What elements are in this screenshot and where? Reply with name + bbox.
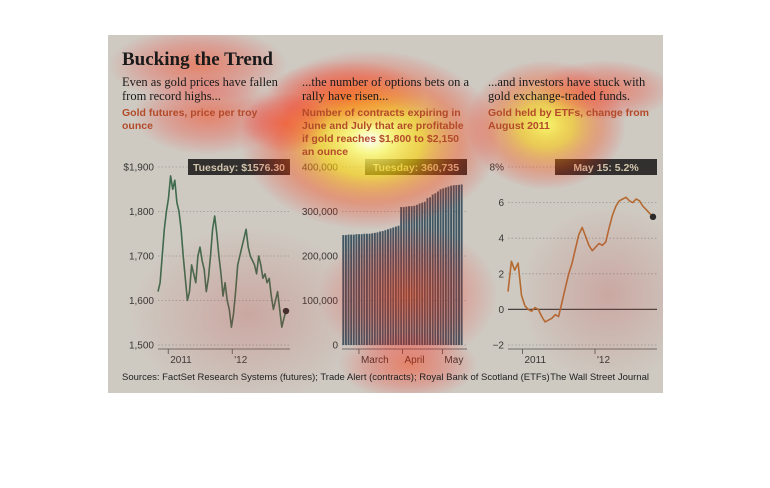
bar	[423, 201, 426, 345]
bar	[415, 204, 418, 345]
bar	[410, 206, 413, 345]
bar	[397, 225, 400, 345]
y-tick-label: 200,000	[302, 252, 339, 263]
y-tick-label: $1,900	[123, 163, 154, 174]
series-line	[507, 196, 654, 323]
bar	[434, 193, 437, 345]
bar	[384, 230, 387, 345]
bar	[379, 231, 382, 345]
y-tick-label: 0	[332, 341, 338, 352]
bar	[439, 189, 442, 345]
y-tick-label: 6	[498, 198, 504, 209]
bar	[450, 185, 453, 345]
value-callout-label: May 15: 5.2%	[573, 162, 639, 174]
bar	[460, 184, 463, 345]
bar	[389, 228, 392, 345]
bar	[376, 232, 379, 345]
x-tick-label: 2011	[170, 355, 192, 366]
y-tick-label: 2	[498, 269, 504, 280]
y-tick-label: 0	[498, 305, 504, 316]
panel-3-subtitle: Gold held by ETFs, change from August 20…	[488, 107, 650, 132]
bar	[444, 187, 447, 345]
bar	[408, 206, 410, 345]
y-tick-label: −2	[493, 341, 505, 352]
bar	[344, 235, 347, 345]
end-point-marker	[282, 307, 290, 315]
y-tick-label: 1,600	[129, 296, 154, 307]
panel-2-subtitle: Number of contracts expiring in June and…	[302, 107, 464, 158]
bar	[426, 198, 429, 345]
bar	[458, 184, 460, 345]
chart-panel-3: −2 0 2 4 6 8% 2011 '12 May 15: 5.2%	[490, 159, 657, 366]
bar	[368, 233, 371, 345]
panel-1-lead: Even as gold prices have fallen from rec…	[122, 75, 278, 103]
bar	[431, 194, 434, 345]
bar	[394, 226, 397, 345]
bar	[342, 235, 345, 345]
bar	[447, 186, 450, 345]
y-tick-label: 8%	[490, 163, 505, 174]
y-tick-label: 300,000	[302, 207, 339, 218]
y-tick-label: 100,000	[302, 296, 339, 307]
bar	[381, 231, 384, 345]
x-tick-label: '12	[597, 355, 610, 366]
bar	[371, 233, 374, 345]
bar	[442, 188, 445, 345]
bar	[429, 197, 432, 345]
chart-panel-1: 1,500 1,600 1,700 1,800 $1,900 2011 '12 Tuesday…	[123, 159, 290, 366]
y-tick-label: 1,700	[129, 252, 154, 263]
x-tick-label: 2011	[525, 355, 547, 366]
bar	[405, 206, 408, 345]
value-callout-label: Tuesday: $1576.30	[193, 162, 285, 174]
bar	[363, 233, 366, 345]
x-tick-label: March	[361, 355, 389, 366]
bar	[402, 207, 405, 345]
bar	[352, 234, 355, 345]
y-tick-label: 1,800	[129, 207, 154, 218]
bar	[360, 234, 363, 345]
publisher-credit: The Wall Street Journal	[550, 372, 649, 383]
bar	[421, 202, 424, 345]
end-point-marker	[649, 213, 657, 221]
bar	[436, 191, 439, 345]
y-tick-label: 1,500	[129, 341, 154, 352]
panel-3-lead: ...and investors have stuck with gold ex…	[488, 75, 646, 103]
bar	[455, 185, 458, 345]
bar	[355, 234, 358, 345]
panel-1-subtitle: Gold futures, price per troy ounce	[122, 107, 258, 132]
chart-panel-2: 0 100,000 200,000 300,000 400,000 March April M…	[302, 159, 467, 366]
chart-figure: 1,500 1,600 1,700 1,800 $1,900 2011 '12 Tuesday…	[108, 35, 663, 393]
panel-2-lead: ...the number of options bets on a rally…	[302, 75, 469, 103]
sources-note: Sources: FactSet Research Systems (futur…	[122, 372, 550, 383]
bar	[347, 234, 350, 345]
bar	[350, 234, 353, 345]
x-tick-label: '12	[234, 355, 247, 366]
y-tick-label: 400,000	[302, 163, 339, 174]
value-callout-label: Tuesday: 360,735	[373, 162, 459, 174]
bar	[373, 232, 376, 345]
bar	[358, 234, 361, 345]
x-tick-label: May	[444, 355, 463, 366]
bar	[392, 227, 395, 345]
series-line	[157, 175, 287, 329]
bar	[365, 233, 368, 345]
bar	[413, 205, 416, 345]
bar	[400, 207, 403, 345]
bar	[387, 229, 389, 345]
bar	[452, 185, 455, 345]
x-tick-label: April	[405, 355, 425, 366]
headline: Bucking the Trend	[122, 49, 273, 70]
bar	[418, 203, 421, 345]
y-tick-label: 4	[498, 234, 504, 245]
